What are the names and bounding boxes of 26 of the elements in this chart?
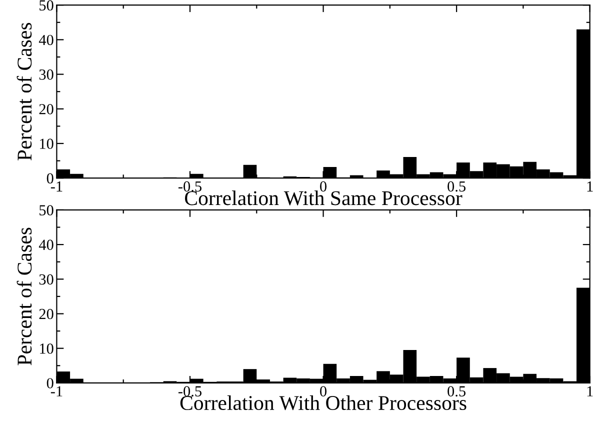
y-tick-label: 30 <box>39 274 54 285</box>
x-tick-label: 0 <box>320 181 327 192</box>
y-tick-label: 20 <box>39 104 54 114</box>
y-tick-label: 40 <box>38 34 54 46</box>
y-tick-label: 40 <box>38 240 54 250</box>
x-tick-label: 0.5 <box>448 181 466 192</box>
x-tick-label: -0.5 <box>178 386 202 397</box>
y-tick-label: 30 <box>39 69 54 80</box>
x-tick-label: 1 <box>587 181 593 192</box>
y-tick-label: 10 <box>40 138 54 149</box>
y-axis-title: Percent of Cases <box>16 228 32 366</box>
y-tick-label: 0 <box>46 173 54 184</box>
x-tick-label: -1 <box>50 181 62 192</box>
y-tick-label: 50 <box>40 205 54 216</box>
x-axis-title: Correlation With Other Processors <box>180 395 466 410</box>
y-axis-title: Percent of Cases <box>16 22 32 160</box>
x-tick-label: 0.5 <box>448 386 466 397</box>
x-tick-label: -1 <box>50 386 62 396</box>
y-tick-label: 0 <box>46 378 54 388</box>
x-tick-label: -0.5 <box>178 181 202 192</box>
y-tick-label: 50 <box>40 0 54 11</box>
x-tick-label: 0 <box>320 386 327 396</box>
y-tick-label: 20 <box>39 308 54 320</box>
y-tick-label: 10 <box>40 343 54 354</box>
x-axis-title: Correlation With Same Processor <box>185 190 462 206</box>
x-tick-label: 1 <box>587 386 593 396</box>
